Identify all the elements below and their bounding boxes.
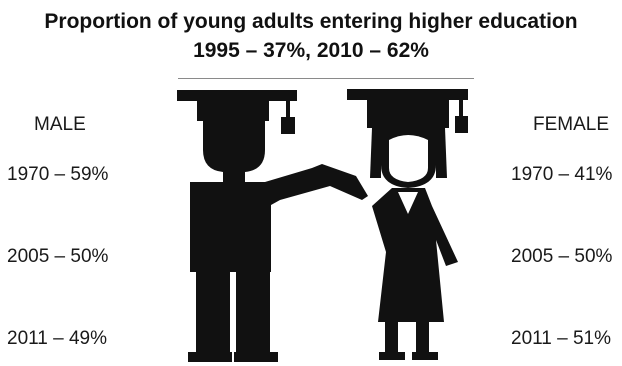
male-graduate-icon (177, 90, 368, 362)
female-tassel-icon (455, 116, 468, 133)
male-stat-2005: 2005 – 50% (7, 246, 109, 267)
male-heading: MALE (34, 114, 86, 135)
male-tassel-icon (281, 117, 295, 134)
female-heading: FEMALE (533, 114, 610, 135)
male-stat-2011: 2011 – 49% (7, 328, 108, 349)
female-stat-2011: 2011 – 51% (511, 328, 612, 349)
female-stat-2005: 2005 – 50% (511, 246, 613, 267)
chart-subtitle: 1995 – 37%, 2010 – 62% (193, 39, 429, 62)
title-divider (178, 78, 474, 79)
female-mortarboard-icon (347, 89, 468, 100)
male-stat-1970: 1970 – 59% (7, 164, 109, 185)
female-graduate-icon (347, 89, 468, 360)
male-mortarboard-icon (177, 90, 297, 101)
chart-title: Proportion of young adults entering high… (44, 10, 578, 33)
female-stat-1970: 1970 – 41% (511, 164, 613, 185)
